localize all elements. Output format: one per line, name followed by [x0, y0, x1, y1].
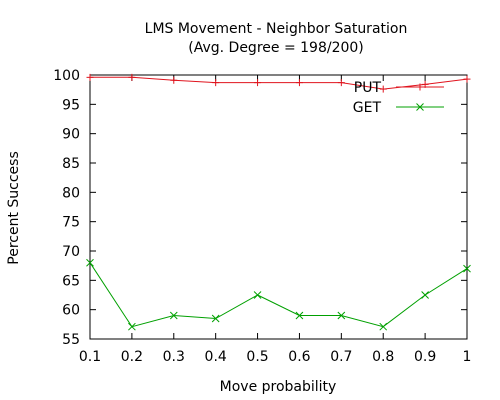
get-data-point	[295, 311, 304, 320]
y-tick-label: 55	[62, 332, 80, 348]
plot-frame	[89, 74, 468, 340]
plot-area: 55 60 65 70 75 80 85 90 95 100 0.1 0.2 0.3 0.4 0.5 0.6 0…	[53, 68, 471, 365]
y-tick-label: 80	[62, 185, 80, 201]
put-data-point	[295, 79, 303, 87]
put-data-point	[128, 73, 136, 81]
y-tick-label: 95	[62, 97, 80, 113]
x-tick-label: 0.7	[330, 349, 352, 365]
get-data-point	[128, 322, 136, 331]
x-tick-label: 0.1	[79, 349, 101, 365]
get-data-point	[86, 258, 94, 267]
put-data-point	[212, 79, 220, 87]
y-tick-label: 85	[62, 156, 80, 172]
legend-label-get: GET	[353, 100, 382, 116]
x-axis-label: Move probability	[220, 379, 337, 395]
x-tick-label: 0.5	[246, 349, 268, 365]
x-tick-label: 0.6	[288, 349, 310, 365]
y-tick-label: 90	[62, 127, 80, 143]
chart-subtitle: (Avg. Degree = 198/200)	[188, 40, 364, 56]
y-tick-label: 100	[53, 68, 80, 84]
y-axis-label: Percent Success	[6, 151, 22, 264]
get-data-point	[211, 314, 220, 323]
y-tick-label: 75	[62, 215, 80, 231]
y-tick-label: 65	[62, 273, 80, 289]
y-tick-label: 70	[62, 244, 80, 260]
get-data-point	[463, 264, 471, 273]
legend-label-put: PUT	[354, 80, 382, 96]
x-tick-label: 1	[463, 349, 472, 365]
get-series-line	[89, 262, 468, 328]
x-tick-label: 0.3	[163, 349, 185, 365]
x-tick-label: 0.8	[372, 349, 394, 365]
put-data-point	[379, 85, 387, 93]
put-data-point	[254, 79, 262, 87]
get-data-point	[253, 291, 262, 299]
x-tick-label: 0.4	[205, 349, 227, 365]
get-data-point	[169, 311, 178, 320]
put-data-point	[337, 79, 345, 87]
y-tick-label: 60	[62, 303, 80, 319]
x-tick-label: 0.9	[414, 349, 436, 365]
put-data-point	[170, 76, 178, 84]
put-data-point	[463, 75, 471, 83]
chart-title: LMS Movement - Neighbor Saturation	[145, 21, 408, 37]
get-data-point	[337, 311, 346, 320]
legend-marker-get	[416, 103, 424, 111]
put-data-point	[86, 73, 94, 81]
get-data-point	[379, 322, 388, 331]
x-tick-label: 0.2	[121, 349, 143, 365]
get-data-point	[421, 291, 429, 299]
